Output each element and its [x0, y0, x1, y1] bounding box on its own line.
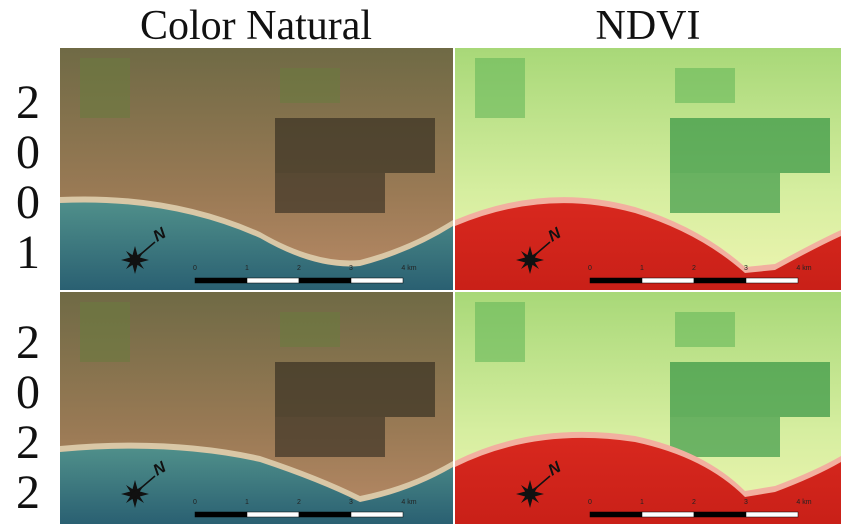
scale-label: 0 [588, 499, 592, 506]
scale-segment [195, 278, 247, 283]
scale-segment [694, 512, 746, 517]
scale-label: 4 km [401, 499, 416, 506]
scale-label: 2 [297, 499, 301, 506]
scale-label: 2 [692, 499, 696, 506]
scale-segment [642, 512, 694, 517]
scale-label: 3 [744, 265, 748, 272]
field-patch [670, 173, 780, 213]
scale-segment [590, 512, 642, 517]
field-patch [670, 362, 830, 417]
field-patch [80, 58, 130, 118]
field-patch [475, 58, 525, 118]
scale-label: 4 km [796, 265, 811, 272]
field-patch [280, 68, 340, 103]
scale-segment [299, 278, 351, 283]
scale-segment [299, 512, 351, 517]
scale-segment [247, 512, 299, 517]
scale-label: 1 [245, 265, 249, 272]
scale-segment [642, 278, 694, 283]
scale-label: 3 [349, 265, 353, 272]
row-label: 2022 [8, 318, 48, 518]
field-patch [280, 312, 340, 347]
field-patch [670, 118, 830, 173]
field-patch [275, 118, 435, 173]
column-header: Color Natural [60, 0, 452, 48]
field-patch [675, 312, 735, 347]
scale-segment [746, 278, 798, 283]
field-patch [275, 417, 385, 457]
scale-segment [195, 512, 247, 517]
scale-label: 4 km [401, 265, 416, 272]
column-header: NDVI [455, 0, 841, 48]
scale-segment [247, 278, 299, 283]
scale-label: 4 km [796, 499, 811, 506]
scale-label: 0 [588, 265, 592, 272]
field-patch [670, 417, 780, 457]
scale-label: 3 [349, 499, 353, 506]
scale-label: 1 [245, 499, 249, 506]
scale-segment [746, 512, 798, 517]
row-label: 2001 [8, 78, 48, 278]
field-patch [275, 173, 385, 213]
scale-segment [590, 278, 642, 283]
field-patch [475, 302, 525, 362]
scale-label: 3 [744, 499, 748, 506]
figure: Color Natural NDVI 2001 2022 N 01234 km [0, 0, 841, 524]
field-patch [275, 362, 435, 417]
scale-label: 1 [640, 499, 644, 506]
scale-label: 0 [193, 499, 197, 506]
scale-label: 1 [640, 265, 644, 272]
field-patch [80, 302, 130, 362]
field-patch [675, 68, 735, 103]
scale-segment [351, 278, 403, 283]
scale-label: 2 [297, 265, 301, 272]
scale-segment [351, 512, 403, 517]
scale-segment [694, 278, 746, 283]
scale-label: 0 [193, 265, 197, 272]
scale-label: 2 [692, 265, 696, 272]
